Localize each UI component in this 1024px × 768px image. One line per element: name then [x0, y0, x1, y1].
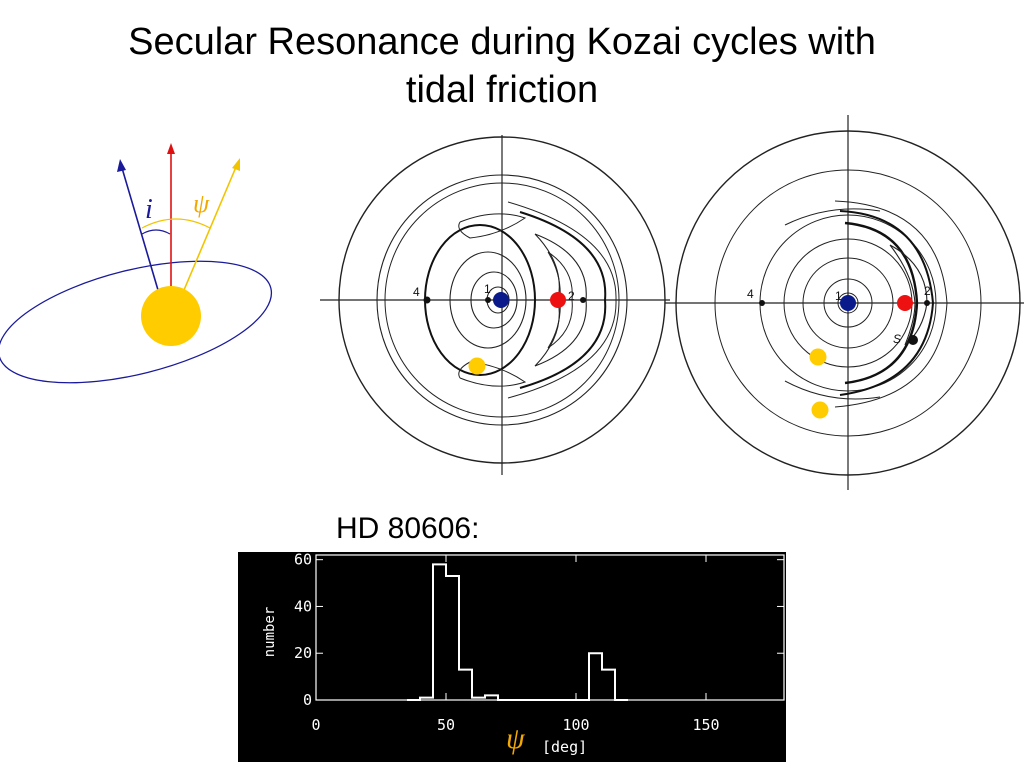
title-line-1: Secular Resonance during Kozai cycles wi… [128, 21, 876, 63]
y-tick-label: 20 [294, 644, 312, 662]
histogram-ylabel: number [262, 607, 278, 658]
x-tick-label: 50 [437, 716, 455, 734]
star [141, 286, 201, 346]
title-line-2: tidal friction [405, 69, 599, 111]
x-tick-label: 0 [311, 716, 320, 734]
yellow-marker-2b [811, 401, 829, 419]
label-i: i [145, 194, 153, 225]
angle-arc-psi [141, 218, 211, 229]
angle-arc-i [141, 229, 171, 235]
psi-axis [183, 166, 237, 291]
histogram-background [238, 552, 786, 762]
portrait1-label-2: 2 [568, 289, 575, 303]
psi-axis-arrowhead [232, 158, 240, 171]
x-tick-label: 150 [692, 716, 719, 734]
histogram-xlabel-symbol: ψ [506, 722, 526, 755]
portrait2-label-s: S [893, 332, 901, 346]
portrait2-label-1: 1 [835, 289, 842, 303]
yellow-marker-2a [809, 348, 827, 366]
orbit-ellipse [0, 260, 273, 384]
psi-histogram: 0 50 100 150 0 20 40 60 number ψ [deg] [238, 552, 786, 762]
portrait1-label-1: 1 [484, 282, 491, 296]
histogram-xlabel-unit: [deg] [542, 738, 587, 756]
portrait1-label-4: 4 [413, 285, 420, 299]
red-marker-2 [897, 295, 913, 311]
spin-axis-arrowhead [167, 143, 175, 154]
portrait2-label-4: 4 [747, 287, 754, 301]
red-marker [550, 292, 566, 308]
slide-title: Secular Resonance during Kozai cycles wi… [0, 18, 1004, 114]
orbit-normal-axis [121, 167, 159, 291]
y-tick-label: 40 [294, 597, 312, 615]
y-tick-label: 0 [303, 691, 312, 709]
phase-portrait-2: 1 2 4 S [665, 115, 1024, 490]
y-tick-label: 60 [294, 552, 312, 569]
phase-portrait-1: 1 2 4 [320, 135, 670, 475]
hd-label: HD 80606: [336, 512, 480, 545]
orbit-normal-arrowhead [117, 159, 126, 172]
blue-marker [493, 292, 509, 308]
angle-diagram: i ψ [0, 143, 273, 384]
blue-marker-2 [840, 295, 856, 311]
x-tick-label: 100 [562, 716, 589, 734]
histogram-step-line [407, 563, 628, 701]
portrait2-label-2: 2 [924, 284, 931, 298]
yellow-marker [468, 357, 486, 375]
label-psi: ψ [193, 189, 210, 218]
